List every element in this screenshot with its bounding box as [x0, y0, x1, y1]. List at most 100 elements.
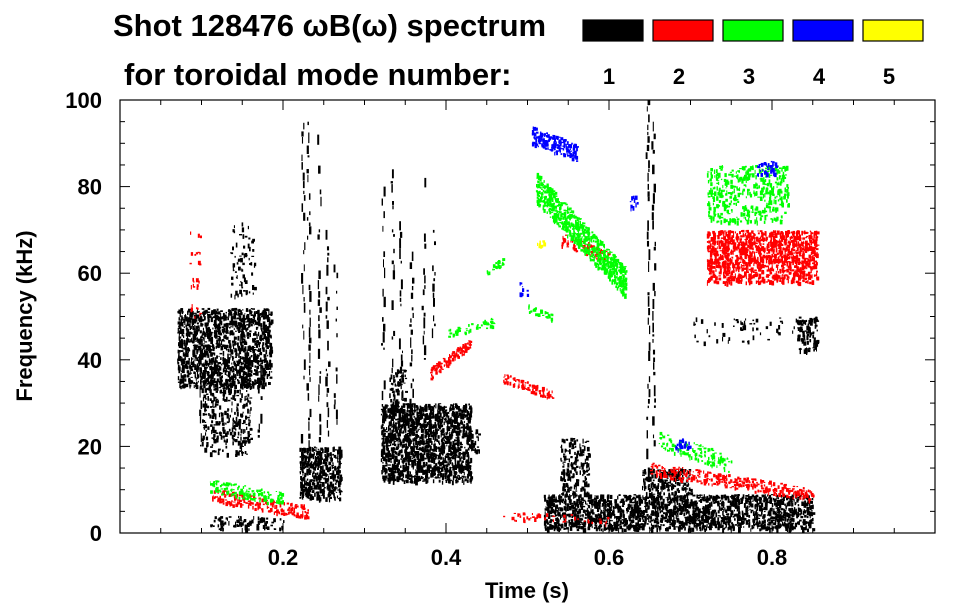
spectrum-speck	[459, 427, 461, 431]
spectrum-speck	[396, 407, 399, 412]
spectrum-speck	[698, 500, 701, 502]
spectrum-speck	[387, 444, 391, 447]
spectrum-speck	[652, 500, 655, 505]
spectrum-speck	[241, 422, 245, 425]
spectrum-speck	[225, 379, 228, 382]
spectrum-speck	[216, 403, 219, 406]
spectrum-speck	[441, 418, 444, 423]
spectrum-speck	[315, 449, 317, 452]
spectrum-speck	[247, 243, 250, 249]
spectrum-speck	[745, 520, 748, 525]
spectrum-speck	[461, 471, 464, 473]
spectrum-speck	[330, 486, 332, 488]
spectrum-speck	[399, 470, 402, 476]
spectrum-speck	[321, 489, 324, 493]
spectrum-speck	[440, 405, 442, 409]
spectrum-speck	[179, 378, 183, 383]
spectrum-speck	[188, 378, 191, 383]
spectrum-speck	[329, 493, 332, 497]
spectrum-speck	[555, 514, 558, 517]
spectrum-speck	[431, 415, 435, 419]
spectrum-speck	[234, 336, 237, 340]
spectrum-speck	[220, 435, 223, 440]
spectrum-speck	[202, 332, 205, 336]
spectrum-speck	[425, 444, 429, 449]
spectrum-speck	[428, 428, 432, 433]
spectrum-speck	[585, 510, 588, 513]
spectrum-speck	[431, 467, 435, 473]
spectrum-speck	[207, 426, 210, 430]
spectrum-speck	[390, 447, 394, 452]
spectrum-speck	[220, 412, 222, 414]
spectrum-speck	[193, 344, 196, 350]
spectrum-speck	[245, 387, 249, 389]
spectrum-speck	[446, 420, 450, 425]
spectrum-speck	[460, 414, 463, 419]
spectrum-speck	[629, 501, 632, 504]
spectrum-speck	[211, 317, 213, 319]
spectrum-speck	[236, 389, 239, 394]
spectrum-speck	[332, 447, 335, 452]
spectrum-speck	[304, 472, 307, 477]
spectrum-speck	[704, 528, 706, 533]
spectrum-speck	[804, 521, 808, 525]
spectrum-speck	[449, 445, 451, 449]
spectrum-speck	[205, 436, 209, 441]
spectrum-speck	[331, 464, 334, 467]
spectrum-speck	[186, 372, 189, 374]
spectrum-speck	[184, 355, 186, 360]
spectrum-speck	[470, 457, 473, 463]
spectrum-speck	[243, 437, 247, 440]
spectrum-speck	[241, 378, 245, 380]
spectrum-speck	[238, 421, 241, 427]
spectrum-speck	[665, 497, 667, 499]
spectrum-speck	[437, 467, 441, 470]
spectrum-speck	[232, 263, 236, 268]
legend-label-5: 5	[883, 64, 895, 89]
spectrum-speck	[230, 397, 233, 400]
spectrum-speck	[227, 408, 229, 412]
spectrum-speck	[431, 431, 434, 434]
spectrum-speck	[243, 325, 247, 330]
spectrum-speck	[381, 455, 384, 459]
spectrum-speck	[406, 412, 408, 418]
spectrum-speck	[451, 467, 455, 469]
spectrum-speck	[319, 452, 323, 457]
spectrum-speck	[631, 501, 635, 504]
spectrum-speck	[429, 465, 432, 469]
spectrum-speck	[223, 358, 226, 361]
spectrum-speck	[200, 313, 202, 316]
spectrum-speck	[430, 413, 434, 415]
spectrum-speck	[401, 477, 404, 480]
spectrum-speck	[726, 509, 729, 511]
spectrum-speck	[416, 457, 418, 460]
spectrum-speck	[657, 521, 660, 525]
spectrum-speck	[397, 452, 400, 457]
spectrum-speck	[335, 491, 338, 493]
spectrum-speck	[204, 413, 208, 416]
spectrum-speck	[449, 441, 452, 447]
spectrum-speck	[416, 477, 419, 482]
spectrum-speck	[243, 384, 246, 386]
spectrum-speck	[335, 480, 338, 483]
spectrum-speck	[404, 422, 407, 426]
spectrum-speck	[219, 327, 221, 331]
spectrum-speck	[418, 458, 421, 462]
spectrum-speck	[195, 329, 198, 335]
spectrum-speck	[404, 419, 406, 421]
spectrum-speck	[566, 513, 569, 517]
spectrum-speck	[385, 469, 388, 471]
spectrum-speck	[398, 425, 401, 429]
spectrum-speck	[389, 478, 393, 481]
spectrum-speck	[642, 495, 644, 499]
spectrum-speck	[214, 384, 218, 388]
spectrum-speck	[618, 527, 620, 533]
spectrum-speck	[219, 319, 222, 325]
spectrum-speck	[472, 443, 476, 448]
spectrum-speck	[587, 500, 589, 502]
spectrum-speck	[300, 477, 303, 479]
spectrum-speck	[299, 456, 301, 458]
spectrum-speck	[421, 414, 424, 419]
spectrum-speck	[265, 324, 267, 327]
spectrum-speck	[754, 512, 757, 516]
